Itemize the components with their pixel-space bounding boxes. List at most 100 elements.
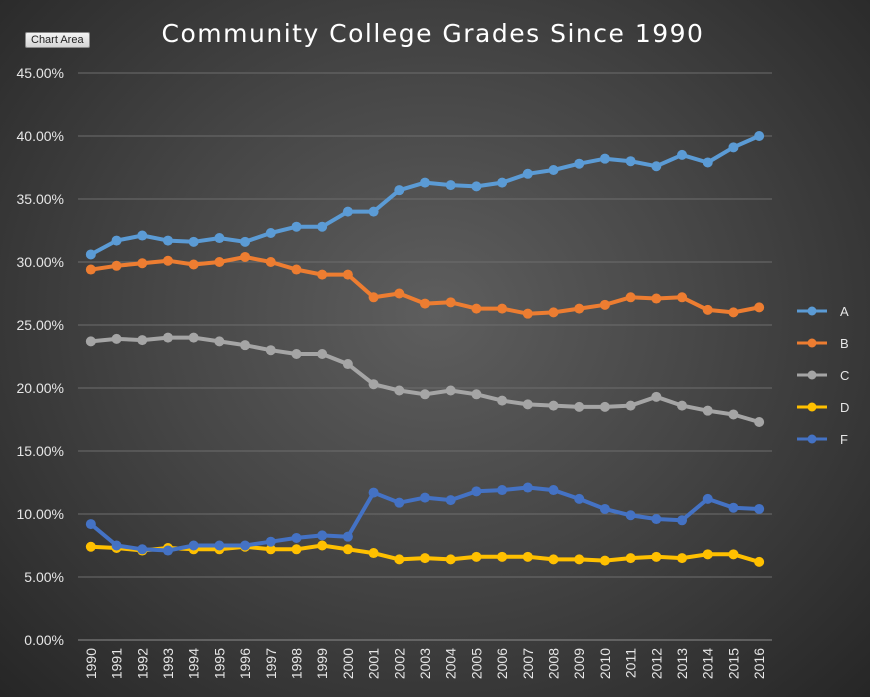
x-tick-label: 2002 [391,648,407,679]
y-tick-label: 20.00% [17,380,64,396]
data-point [265,536,276,547]
x-tick-label: 2014 [700,648,716,679]
data-point [265,544,276,555]
data-point [265,257,276,267]
data-point [342,206,353,217]
y-tick-label: 30.00% [17,254,64,270]
data-point [522,168,533,179]
series-F [85,482,765,556]
data-point [445,554,456,565]
data-point [548,307,559,318]
series-C [85,332,765,428]
data-point [291,221,302,232]
data-point [188,259,199,270]
series-B [85,251,765,319]
data-point [85,249,96,260]
x-tick-label: 2001 [366,648,382,679]
data-point [471,303,482,314]
data-point [265,345,276,356]
data-point [137,230,148,241]
series-A [85,131,765,260]
x-tick-label: 1997 [263,648,279,679]
data-point [188,332,199,343]
data-point [728,142,739,153]
x-tick-label: 1990 [83,648,99,679]
legend-item-C: C [797,368,849,383]
legend-item-F: F [797,432,848,447]
data-point [111,260,122,271]
x-tick-label: 2006 [494,648,510,679]
legend-item-D: D [797,400,849,415]
data-point [162,255,173,266]
x-tick-label: 1992 [134,648,150,679]
data-point [420,492,430,503]
data-point [240,236,251,247]
legend-marker [807,370,817,380]
x-tick-label: 2011 [623,648,639,678]
data-point [574,303,585,314]
data-point [548,165,559,176]
legend-label: D [840,400,849,415]
legend-marker [807,434,817,444]
data-point [522,482,533,493]
data-point [291,532,302,543]
data-point [420,298,430,309]
data-point [651,514,662,525]
data-point [368,487,379,498]
data-point [445,385,456,396]
series-D [85,540,765,567]
x-tick-label: 1991 [109,648,125,679]
data-point [522,308,533,319]
data-point [599,153,610,164]
data-point [574,401,585,412]
x-tick-label: 2009 [571,648,587,679]
data-point [368,206,379,217]
data-point [754,556,765,567]
data-point [754,503,765,514]
data-point [368,379,379,390]
data-point [214,257,225,267]
x-tick-label: 2007 [520,648,536,679]
data-point [728,409,739,420]
legend-item-A: A [797,304,849,319]
data-point [394,385,405,396]
data-point [702,157,713,168]
data-point [625,510,636,521]
data-point [291,544,302,555]
data-point [368,292,379,303]
data-point [368,548,379,559]
data-point [445,297,456,308]
data-point [497,551,508,562]
data-point [394,185,405,196]
data-point [599,299,610,310]
x-tick-label: 1996 [237,648,253,679]
data-point [497,177,508,188]
data-point [317,269,328,280]
data-point [677,400,688,411]
x-tick-label: 2015 [725,648,741,679]
x-tick-label: 2010 [597,648,613,679]
data-point [137,258,148,269]
data-point [317,530,328,541]
legend-marker [807,338,817,348]
legend: A B C D F [797,304,849,447]
data-point [420,389,430,400]
data-point [599,503,610,514]
data-point [651,293,662,304]
data-point [625,292,636,303]
x-tick-label: 1994 [186,648,202,679]
data-point [497,485,508,496]
data-point [548,400,559,411]
y-tick-label: 45.00% [17,65,64,81]
data-point [111,235,122,246]
data-point [445,495,456,506]
data-point [445,180,456,191]
chart-area-label: Chart Area [25,32,90,48]
data-point [728,307,739,318]
data-point [85,336,96,347]
x-tick-label: 2005 [468,648,484,679]
x-tick-label: 1995 [211,648,227,679]
data-point [702,549,713,560]
